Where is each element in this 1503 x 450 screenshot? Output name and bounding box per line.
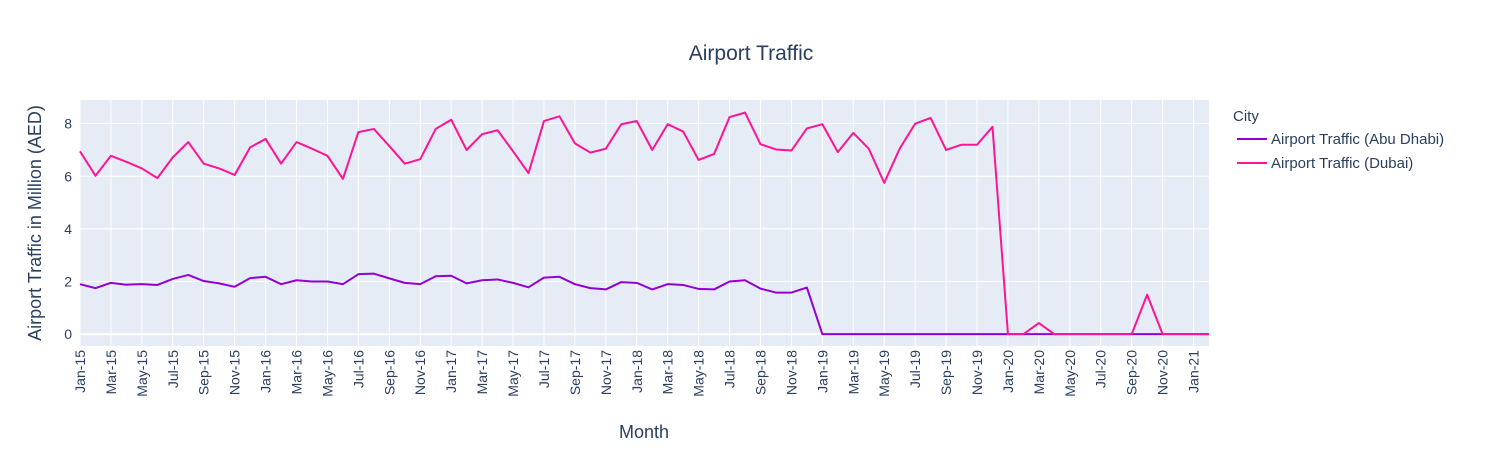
x-tick-label: Nov-17 xyxy=(598,350,614,395)
y-tick-label: 2 xyxy=(64,274,72,290)
x-tick-label: Jan-18 xyxy=(629,350,645,393)
legend-item-label: Airport Traffic (Abu Dhabi) xyxy=(1271,131,1444,148)
x-tick-label: Nov-16 xyxy=(412,350,428,395)
x-tick-label: Sep-19 xyxy=(938,350,954,395)
x-tick-label: Nov-20 xyxy=(1155,350,1171,395)
x-tick-label: Mar-17 xyxy=(474,350,490,395)
x-tick-label: Sep-18 xyxy=(752,350,768,395)
x-tick-label: May-16 xyxy=(319,350,335,397)
series-lines xyxy=(79,111,1209,336)
x-tick-label: Mar-18 xyxy=(660,350,676,395)
x-tick-label: Sep-17 xyxy=(567,350,583,395)
y-tick-label: 4 xyxy=(64,221,72,237)
legend: City Airport Traffic (Abu Dhabi) Airport … xyxy=(1233,108,1444,172)
legend-title: City xyxy=(1233,108,1259,125)
x-tick-label: Jan-17 xyxy=(443,350,459,393)
x-tick-label: Jan-20 xyxy=(1000,350,1016,393)
y-tick-label: 0 xyxy=(64,326,72,342)
x-tick-label: May-19 xyxy=(876,350,892,397)
x-tick-label: May-17 xyxy=(505,350,521,397)
x-tick-label: Mar-16 xyxy=(289,350,305,395)
x-tick-label: May-18 xyxy=(691,350,707,397)
x-tick-label: Jul-15 xyxy=(165,350,181,388)
x-tick-label: Jan-21 xyxy=(1186,350,1202,393)
x-tick-label: Mar-20 xyxy=(1031,350,1047,395)
x-tick-label: Mar-15 xyxy=(103,350,119,395)
y-tick-label: 8 xyxy=(64,116,72,132)
x-tick-label: May-20 xyxy=(1062,350,1078,397)
chart-title: Airport Traffic xyxy=(689,42,813,65)
x-tick-label: Sep-16 xyxy=(381,350,397,395)
x-tick-label: Jul-19 xyxy=(907,350,923,388)
legend-item-label: Airport Traffic (Dubai) xyxy=(1271,155,1413,172)
x-tick-label: Jul-20 xyxy=(1093,350,1109,388)
x-tick-label: May-15 xyxy=(134,350,150,397)
plot-background xyxy=(80,100,1209,346)
x-tick-label: Sep-20 xyxy=(1124,350,1140,395)
x-tick-label: Nov-19 xyxy=(969,350,985,395)
x-tick-label: Jul-16 xyxy=(350,350,366,388)
y-axis-title: Airport Traffic in Million (AED) xyxy=(25,105,45,341)
x-tick-label: Jan-15 xyxy=(72,350,88,393)
x-tick-label: Jul-18 xyxy=(722,350,738,388)
x-tick-label: Jan-19 xyxy=(814,350,830,393)
x-tick-label: Mar-19 xyxy=(845,350,861,395)
x-tick-label: Jan-16 xyxy=(258,350,274,393)
x-tick-labels: Jan-15 Mar-15 May-15 Jul-15 Sep-15 Nov-15 Jan-… xyxy=(72,350,1202,397)
x-tick-label: Sep-15 xyxy=(196,350,212,395)
y-tick-labels: 0 2 4 6 8 xyxy=(64,116,72,342)
x-tick-label: Nov-18 xyxy=(783,350,799,395)
x-tick-label: Nov-15 xyxy=(227,350,243,395)
x-axis-title: Month xyxy=(619,422,669,442)
y-tick-label: 6 xyxy=(64,168,72,184)
series-line-1 xyxy=(79,111,1209,336)
x-tick-label: Jul-17 xyxy=(536,350,552,388)
